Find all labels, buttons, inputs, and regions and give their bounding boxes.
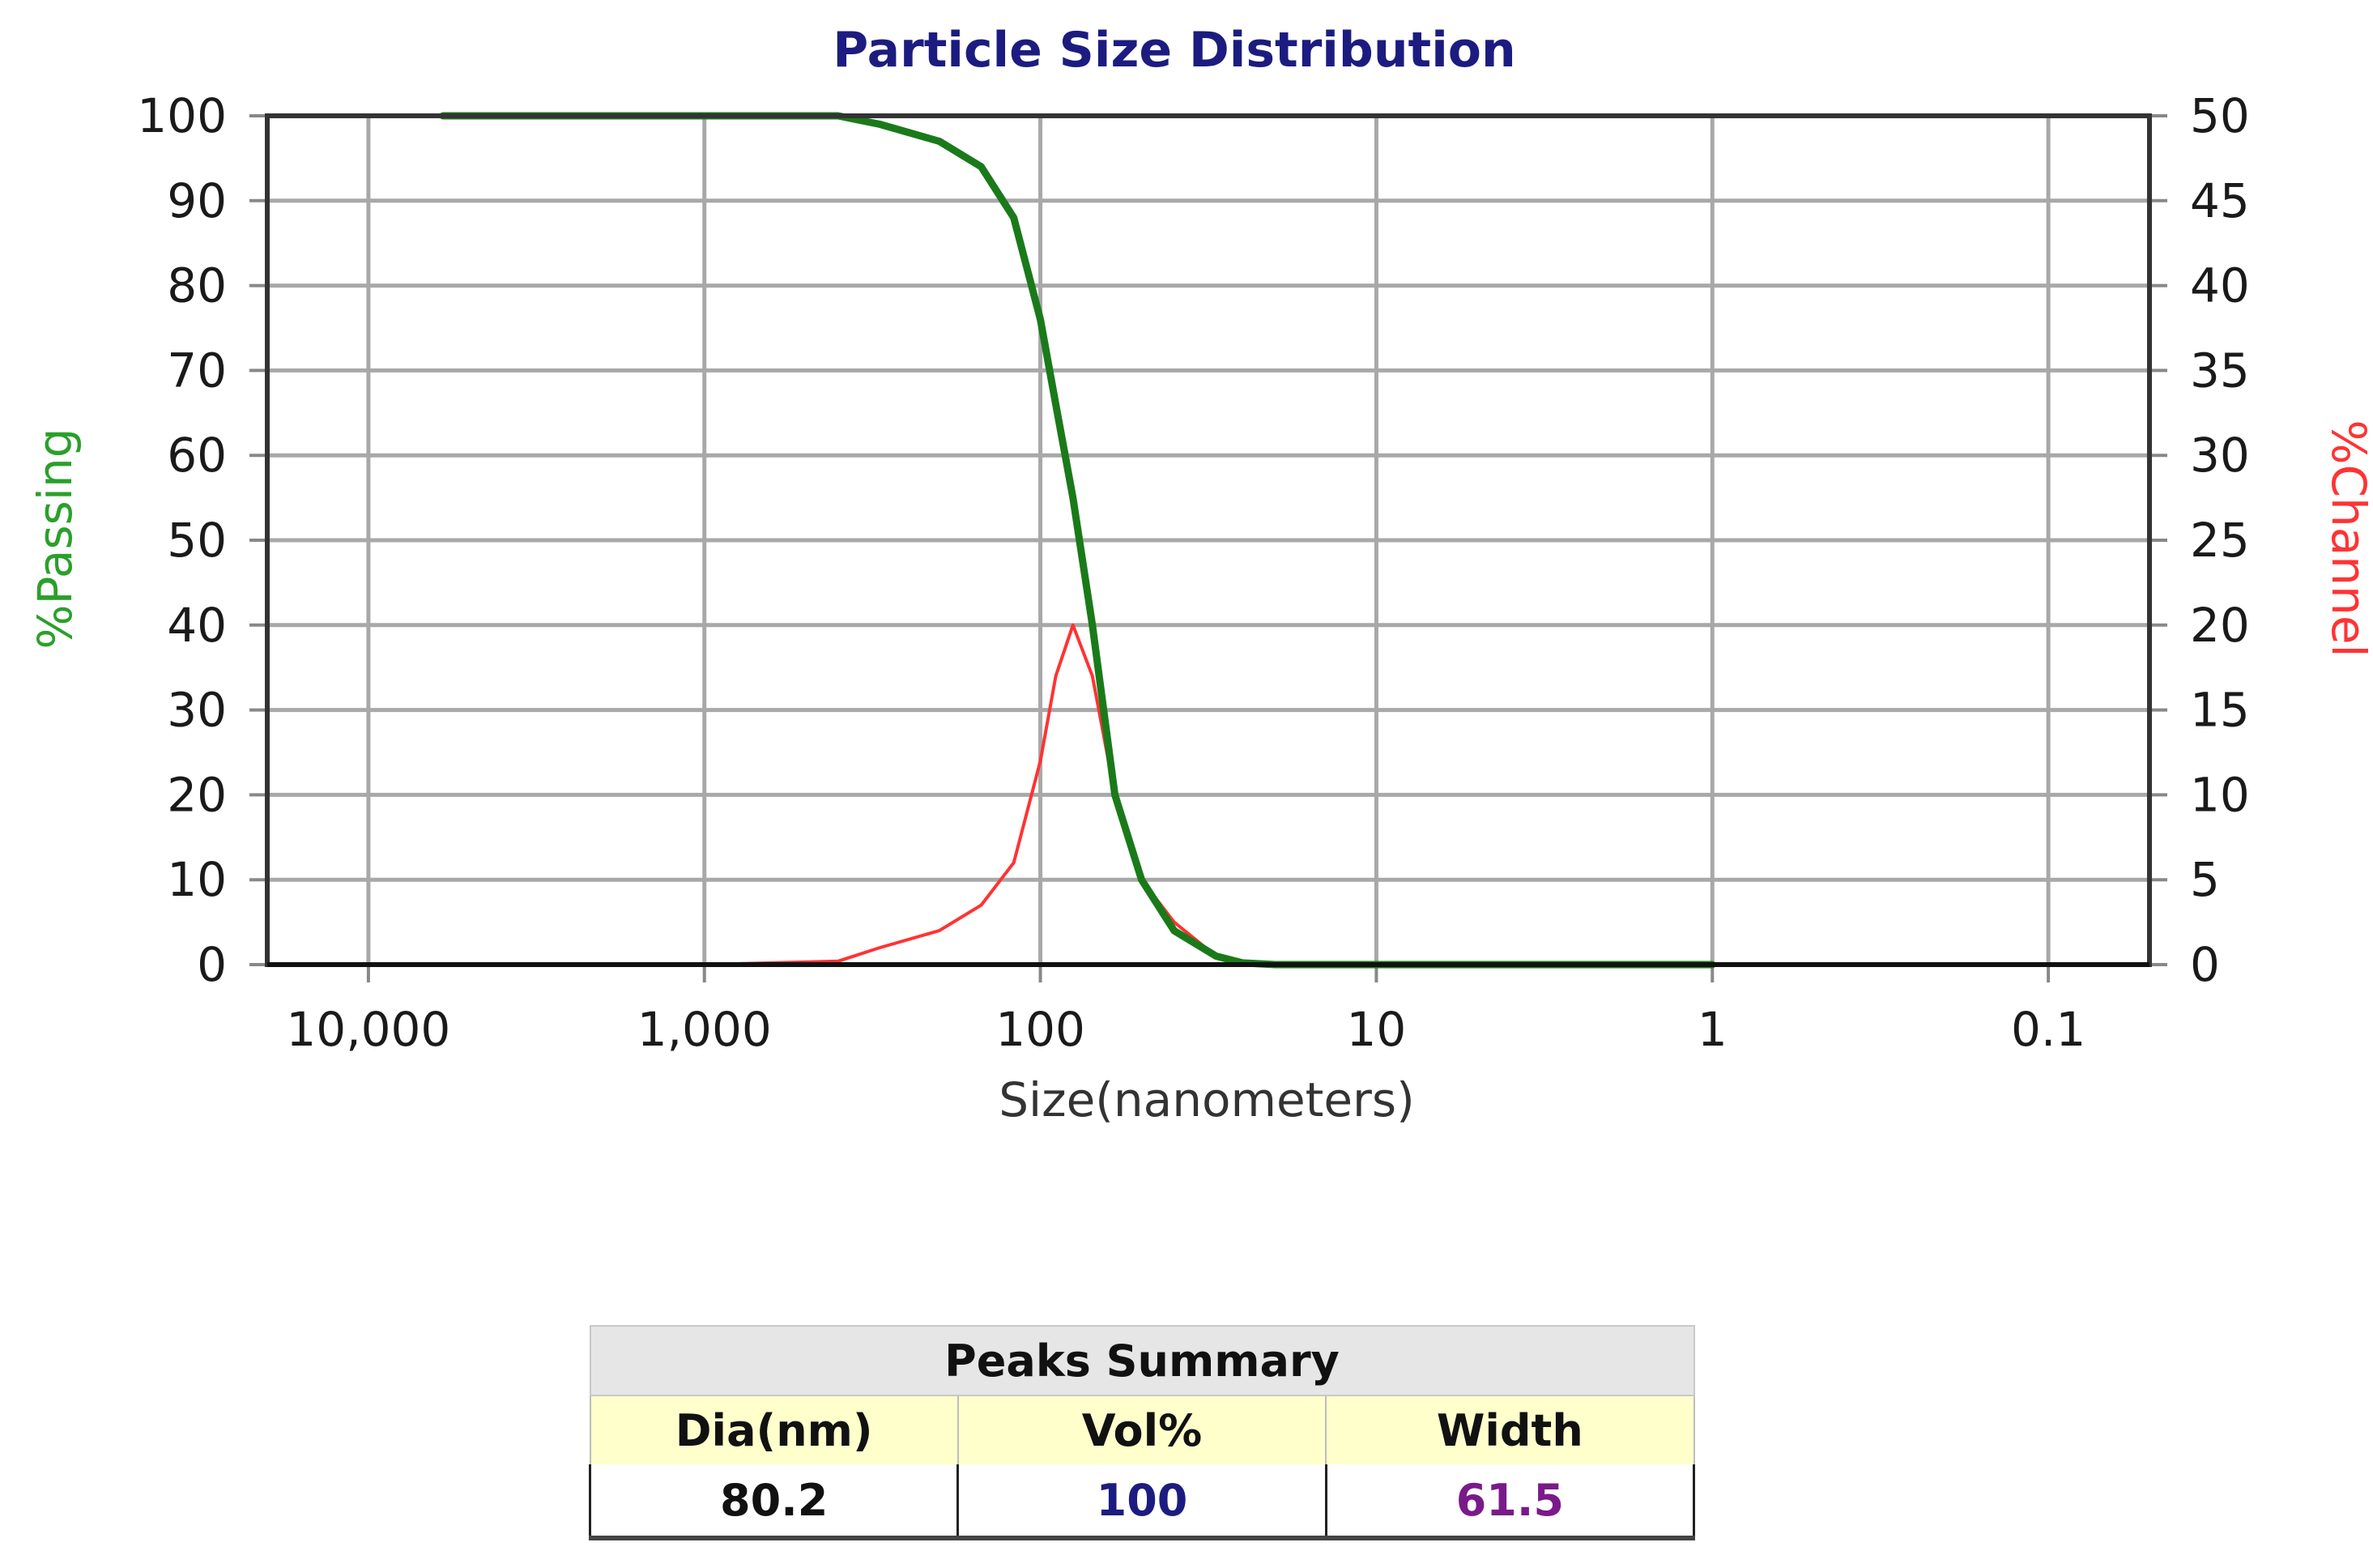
col-header-dia: Dia(nm) bbox=[589, 1395, 959, 1464]
col-header-vol: Vol% bbox=[956, 1395, 1327, 1464]
y-right-axis-label: %Channel bbox=[2321, 420, 2373, 657]
y-left-tick-label: 0 bbox=[197, 937, 227, 992]
table-row: 80.2 100 61.5 bbox=[588, 1464, 1696, 1540]
y-right-tick-label: 30 bbox=[2190, 428, 2250, 483]
chart-title: Particle Size Distribution bbox=[833, 22, 1515, 79]
value-dia: 80.2 bbox=[588, 1464, 960, 1540]
peaks-summary-table: Peaks Summary Dia(nm) Vol% Width 80.2 10… bbox=[588, 1325, 1696, 1540]
peaks-summary-title: Peaks Summary bbox=[589, 1325, 1695, 1396]
x-tick-label: 1 bbox=[1698, 1002, 1728, 1057]
x-tick-label: 0.1 bbox=[2011, 1002, 2085, 1057]
y-right-tick-label: 25 bbox=[2190, 513, 2250, 568]
y-right-tick-label: 40 bbox=[2190, 258, 2250, 313]
y-left-tick-label: 30 bbox=[167, 683, 227, 738]
peaks-header-row: Dia(nm) Vol% Width bbox=[589, 1395, 1695, 1464]
y-left-tick-label: 90 bbox=[167, 173, 227, 228]
y-left-tick-label: 80 bbox=[167, 258, 227, 313]
y-right-tick-label: 50 bbox=[2190, 88, 2250, 143]
grid bbox=[249, 114, 2167, 982]
tick-labels: 0 10 20 30 40 50 60 70 80 90 100 0 5 10 15 20 25 30 35 40 45… bbox=[137, 88, 2250, 1057]
y-right-tick-label: 45 bbox=[2190, 173, 2250, 228]
x-tick-label: 10 bbox=[1347, 1002, 1407, 1057]
y-left-tick-label: 20 bbox=[167, 767, 227, 822]
x-tick-label: 1,000 bbox=[637, 1002, 772, 1057]
col-header-width: Width bbox=[1325, 1395, 1695, 1464]
y-left-tick-label: 70 bbox=[167, 343, 227, 398]
value-width: 61.5 bbox=[1324, 1464, 1696, 1540]
y-right-tick-label: 20 bbox=[2190, 598, 2250, 653]
x-tick-label: 10,000 bbox=[286, 1002, 450, 1057]
y-right-tick-label: 0 bbox=[2190, 937, 2220, 992]
y-left-axis-label: %Passing bbox=[28, 428, 83, 649]
y-left-tick-label: 10 bbox=[167, 852, 227, 907]
y-left-tick-label: 100 bbox=[137, 88, 227, 143]
y-right-tick-label: 10 bbox=[2190, 767, 2250, 822]
y-right-tick-label: 35 bbox=[2190, 343, 2250, 398]
y-left-tick-label: 50 bbox=[167, 513, 227, 568]
x-tick-label: 100 bbox=[995, 1002, 1085, 1057]
y-right-tick-label: 5 bbox=[2190, 852, 2220, 907]
x-axis-label: Size(nanometers) bbox=[999, 1072, 1415, 1127]
y-left-tick-label: 60 bbox=[167, 428, 227, 483]
value-vol: 100 bbox=[956, 1464, 1327, 1540]
y-right-tick-label: 15 bbox=[2190, 683, 2250, 738]
y-left-tick-label: 40 bbox=[167, 598, 227, 653]
